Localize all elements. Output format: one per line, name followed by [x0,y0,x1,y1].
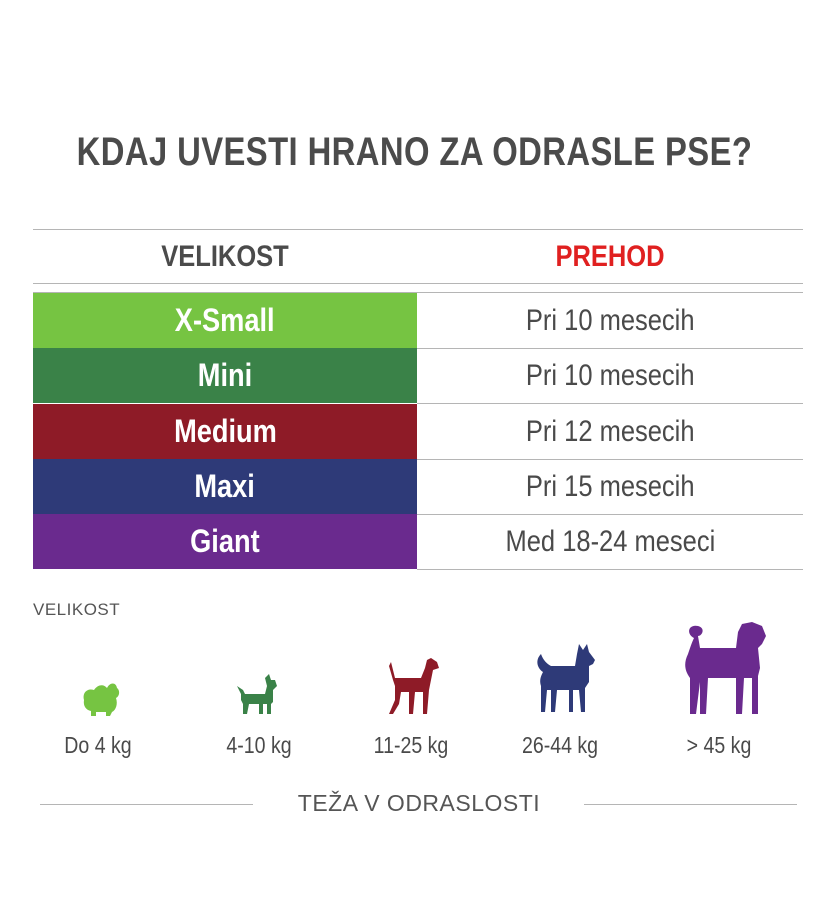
husky-dog-icon [535,642,597,714]
weight-label-medium: 11-25 kg [373,732,449,758]
footer-axis-label: TEŽA V ODRASLOSTI [297,790,541,816]
row-divider [417,348,803,349]
column-header-transition: PREHOD [555,240,665,273]
header-divider-second [33,292,803,293]
table-row: Medium Pri 12 mesecih [33,404,803,460]
transition-label: Pri 10 mesecih [525,304,695,337]
small-fluffy-dog-icon [80,678,122,716]
size-cell: Giant [33,514,417,569]
page-title: KDAJ UVESTI HRANO ZA ODRASLE PSE? [76,130,753,174]
terrier-dog-icon [235,672,279,716]
size-cell: Medium [33,404,417,459]
size-label: Giant [190,523,260,559]
size-label: Mini [197,357,253,393]
transition-label: Pri 15 mesecih [525,470,695,503]
row-divider [417,403,803,404]
header-divider [33,283,803,284]
table-top-divider [33,229,803,230]
weight-label-mini: 4-10 kg [226,732,292,758]
footer-divider-left [40,804,253,805]
transition-cell: Pri 10 mesecih [417,293,803,348]
size-cell: Mini [33,348,417,403]
weight-label-maxi: 26-44 kg [521,732,599,758]
size-label: Maxi [194,468,256,504]
row-divider [417,514,803,515]
table-row: Maxi Pri 15 mesecih [33,459,803,515]
size-cell: X-Small [33,293,417,348]
size-label: X-Small [175,302,275,338]
transition-label: Pri 10 mesecih [525,359,695,392]
table-row: X-Small Pri 10 mesecih [33,293,803,349]
table-row: Mini Pri 10 mesecih [33,348,803,404]
size-cell: Maxi [33,459,417,514]
footer-divider-right [584,804,797,805]
transition-cell: Med 18-24 meseci [417,514,803,569]
weight-label-giant: > 45 kg [686,732,752,758]
transition-label: Pri 12 mesecih [525,415,695,448]
table-row: Giant Med 18-24 meseci [33,514,803,570]
size-label: Medium [173,413,277,449]
medium-dog-icon [381,656,441,716]
row-divider [417,569,803,570]
transition-cell: Pri 10 mesecih [417,348,803,403]
weight-label-xsmall: Do 4 kg [64,732,132,758]
transition-cell: Pri 15 mesecih [417,459,803,514]
transition-label: Med 18-24 meseci [505,525,715,558]
column-header-size: VELIKOST [161,240,289,273]
transition-cell: Pri 12 mesecih [417,404,803,459]
row-divider [417,459,803,460]
large-dog-icon [680,622,766,716]
legend-label: VELIKOST [33,600,121,619]
